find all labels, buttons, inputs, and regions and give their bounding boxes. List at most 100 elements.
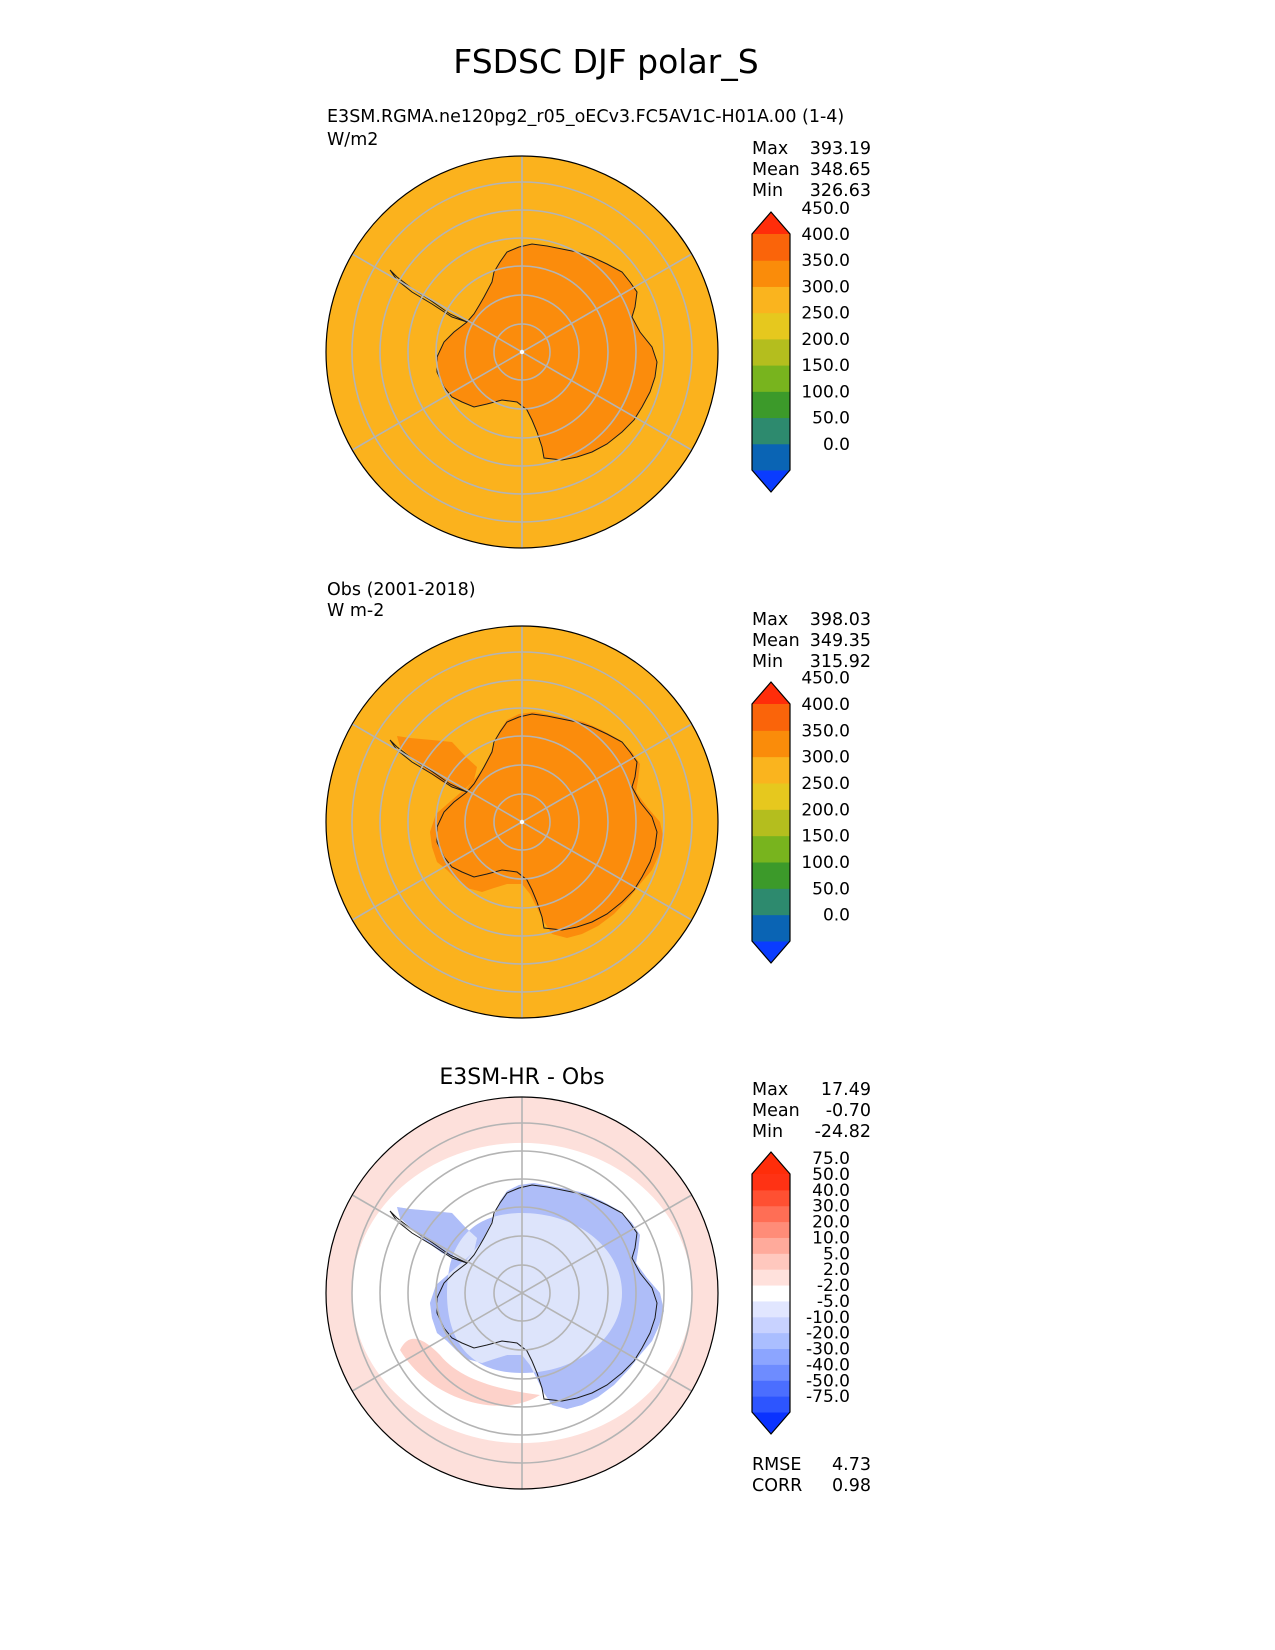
panel-model-colorbar-outline: [751, 211, 791, 493]
panel-diff-colorbar-tick-label: -20.0: [806, 1324, 850, 1344]
panel-model-units: W/m2: [327, 130, 378, 150]
panel-obs-colorbar-tick-label: 200.0: [801, 800, 850, 820]
panel-diff-colorbar-tick-label: 10.0: [812, 1228, 850, 1248]
panel-diff-colorbar-tick-label: 5.0: [823, 1244, 850, 1264]
panel-model-colorbar-tick-label: 350.0: [801, 251, 850, 271]
panel-obs-colorbar-extend-high: [752, 682, 790, 704]
panel-diff-rmse-label: RMSE: [752, 1455, 801, 1475]
panel-diff-title: E3SM-HR - Obs: [439, 1065, 604, 1090]
panel-model-colorbar-tick-label: 50.0: [812, 409, 850, 429]
panel-diff-colorbar-swatch: [752, 1253, 790, 1270]
panel-obs-min-value: 315.92: [810, 652, 871, 672]
panel-model-colorbar-tick-label: 150.0: [801, 356, 850, 376]
panel-model-min-value: 326.63: [810, 181, 871, 201]
panel-diff-min-value: -24.82: [815, 1122, 871, 1142]
panel-obs-max-value: 398.03: [810, 610, 871, 630]
panel-diff-colorbar-swatch: [752, 1285, 790, 1302]
figure-title: FSDSC DJF polar_S: [453, 42, 758, 81]
panel-obs-colorbar: 0.0 50.0 100.0 150.0 200.0 250.0 300.0 350.0 400…: [751, 669, 850, 964]
panel-diff-colorbar-tick-label: -5.0: [817, 1292, 850, 1312]
panel-diff-map-border: [325, 1096, 719, 1490]
panel-model-colorbar-tick-label: 250.0: [801, 304, 850, 324]
panel-diff: E3SM-HR - Obs Max 17.49: [325, 1065, 871, 1496]
panel-model-mean-value: 348.65: [810, 160, 871, 180]
panel-obs-colorbar-swatch: [752, 835, 790, 863]
panel-model-colorbar-swatch: [752, 391, 790, 419]
panel-diff-colorbar-swatch: [752, 1396, 790, 1413]
panel-diff-colorbar-swatch: [752, 1174, 790, 1191]
panel-model-colorbar-tick-label: 300.0: [801, 277, 850, 297]
panel-diff-colorbar-swatch: [752, 1237, 790, 1254]
panel-obs-mean-label: Mean: [752, 631, 800, 651]
panel-model-colorbar-swatch: [752, 365, 790, 392]
panel-model-colorbar-swatch: [752, 338, 790, 366]
panel-diff-colorbar-tick-label: 40.0: [812, 1181, 850, 1201]
panel-model-coastline: [389, 243, 658, 461]
panel-diff-gridlines: [351, 1097, 693, 1489]
panel-diff-colorbar-swatch: [752, 1300, 790, 1318]
panel-obs-stats: Max 398.03 Mean 349.35 Min 315.92: [752, 610, 871, 672]
panel-diff-corr-value: 0.98: [832, 1476, 871, 1496]
panel-model-colorbar-swatch: [752, 443, 790, 471]
panel-diff-colorbar-swatch: [752, 1316, 790, 1334]
panel-model-stats: Max 393.19 Mean 348.65 Min 326.63: [752, 139, 871, 201]
panel-diff-colorbar: -75.0-50.0-40.0-30.0-20.0-10.0-5.0-2.02.…: [751, 1149, 850, 1435]
panel-diff-colorbar-tick-label: -10.0: [806, 1308, 850, 1328]
panel-diff-colorbar-swatch: [752, 1364, 790, 1381]
panel-diff-coastline: [389, 1184, 658, 1402]
panel-diff-mean-value: -0.70: [826, 1101, 871, 1121]
panel-diff-max-label: Max: [752, 1080, 788, 1100]
panel-model-colorbar-tick-label: 100.0: [801, 382, 850, 402]
panel-diff-colorbar-tick-label: 20.0: [812, 1213, 850, 1233]
panel-diff-colorbar-tick-label: -2.0: [817, 1276, 850, 1296]
panel-model-colorbar-tick-label: 450.0: [801, 199, 850, 219]
panel-obs-colorbar-swatch: [752, 730, 790, 758]
panel-diff-colorbar-tick-label: 30.0: [812, 1197, 850, 1217]
panel-obs-colorbar-outline: [751, 681, 791, 964]
panel-obs-colorbar-swatch: [752, 862, 790, 889]
panel-obs-colorbar-tick-label: 400.0: [801, 695, 850, 715]
panel-obs-colorbar-swatch: [752, 756, 790, 784]
panel-diff-colorbar-tick-label: 50.0: [812, 1165, 850, 1185]
panel-model-colorbar: 0.0 50.0 100.0 150.0 200.0 250.0 300.0 350.0 400…: [751, 199, 850, 493]
panel-model-mean-label: Mean: [752, 160, 800, 180]
panel-diff-mean-label: Mean: [752, 1101, 800, 1121]
panel-diff-colorbar-extend-low: [752, 1412, 790, 1434]
panel-diff-colorbar-tick-label: 2.0: [823, 1260, 850, 1280]
panel-diff-colorbar-swatch: [752, 1189, 790, 1207]
panel-obs-pole-marker: [519, 819, 525, 825]
panel-diff-colorbar-tick-label: -30.0: [806, 1340, 850, 1360]
panel-diff-colorbar-swatch: [752, 1205, 790, 1223]
panel-obs-title: Obs (2001-2018): [327, 580, 476, 600]
panel-obs-min-label: Min: [752, 652, 783, 672]
panel-obs-map-border: [325, 625, 719, 1019]
panel-diff-colorbar-swatch: [752, 1380, 790, 1397]
panel-obs-continent-field: [397, 712, 664, 938]
panel-model-title: E3SM.RGMA.ne120pg2_r05_oECv3.FC5AV1C-H01…: [327, 107, 844, 127]
panel-diff-colorbar-tick-label: 75.0: [812, 1149, 850, 1169]
panel-diff-stats: Max 17.49 Mean -0.70 Min -24.82: [752, 1080, 871, 1142]
panel-model-max-label: Max: [752, 139, 788, 159]
panel-diff-colorbar-outline: [751, 1151, 791, 1435]
panel-obs-colorbar-swatch: [752, 809, 790, 837]
panel-diff-colorbar-tick-label: -75.0: [806, 1387, 850, 1407]
panel-diff-colorbar-swatch: [752, 1332, 790, 1350]
panel-diff-colorbar-tick-label: -40.0: [806, 1355, 850, 1375]
panel-model-colorbar-extend-high: [752, 212, 790, 234]
panel-model-colorbar-swatch: [752, 260, 790, 287]
panel-obs-colorbar-tick-label: 100.0: [801, 853, 850, 873]
panel-diff-positive-band: [400, 1338, 540, 1406]
panel-model-min-label: Min: [752, 181, 783, 201]
panel-model-continent-field: [437, 244, 657, 460]
panel-obs-colorbar-tick-label: 50.0: [812, 879, 850, 899]
panel-diff-min-label: Min: [752, 1122, 783, 1142]
panel-model-colorbar-tick-label: 0.0: [823, 435, 850, 455]
panel-model: E3SM.RGMA.ne120pg2_r05_oECv3.FC5AV1C-H01…: [325, 107, 871, 549]
panel-obs-colorbar-tick-label: 450.0: [801, 669, 850, 689]
panel-obs-colorbar-tick-label: 0.0: [823, 906, 850, 926]
panel-model-colorbar-swatch: [752, 312, 790, 340]
panel-diff-colorbar-swatch: [752, 1269, 790, 1286]
panel-model-max-value: 393.19: [810, 139, 871, 159]
panel-obs-units: W m-2: [327, 601, 384, 621]
